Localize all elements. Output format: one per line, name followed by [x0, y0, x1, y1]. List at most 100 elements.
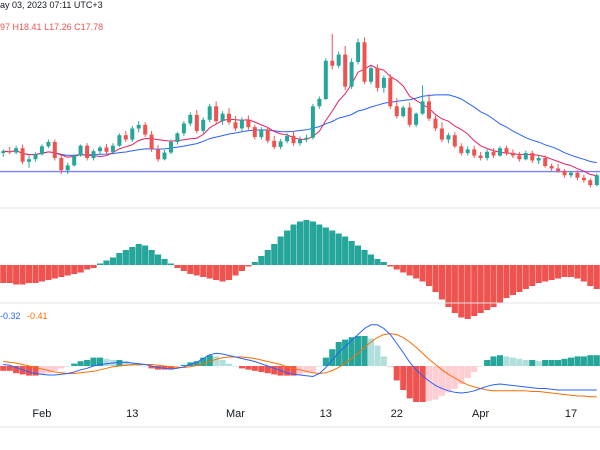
macd-histogram-bar: [484, 360, 491, 366]
momentum-bar: [174, 265, 181, 268]
x-tick-label: 13: [320, 408, 332, 420]
momentum-bar: [19, 265, 26, 285]
candle-body: [407, 107, 412, 125]
momentum-bar: [329, 230, 336, 265]
momentum-bar: [155, 254, 162, 265]
candle-body: [59, 158, 64, 171]
macd-histogram-bar: [206, 355, 213, 366]
macd-histogram-bar: [264, 366, 271, 374]
momentum-bar: [574, 265, 581, 279]
x-tick-label: Feb: [32, 408, 51, 420]
candle-body: [259, 129, 264, 138]
momentum-bar: [129, 247, 136, 265]
macd-histogram-bar: [309, 366, 316, 372]
momentum-bar: [284, 230, 291, 265]
candle-body: [452, 135, 457, 147]
macd-histogram-bar: [45, 366, 52, 374]
momentum-bar: [71, 265, 78, 274]
momentum-bar: [193, 265, 200, 276]
macd-histogram-bar: [567, 357, 574, 366]
momentum-bar: [232, 265, 239, 276]
candle-body: [562, 170, 567, 176]
momentum-bar: [387, 265, 394, 267]
candle-body: [20, 148, 25, 162]
momentum-bar: [406, 265, 413, 276]
signal-line: [3, 333, 597, 398]
momentum-bar: [251, 262, 258, 265]
candle-body: [304, 137, 309, 140]
candle-body: [349, 62, 354, 87]
momentum-bar: [542, 265, 549, 282]
candle-body: [465, 149, 470, 154]
momentum-bar: [580, 265, 587, 282]
x-tick-label: Apr: [472, 408, 489, 420]
macd-histogram-bar: [64, 366, 71, 367]
macd-histogram-bar: [367, 338, 374, 366]
candle-body: [472, 149, 477, 156]
momentum-bar: [355, 245, 362, 265]
momentum-bar: [290, 224, 297, 265]
momentum-bar: [58, 265, 65, 277]
candle-body: [201, 119, 206, 131]
signal-value: -0.41: [27, 311, 48, 321]
momentum-bar: [451, 265, 458, 313]
macd-histogram-bar: [393, 366, 400, 381]
macd-histogram-bar: [180, 364, 187, 366]
candle-body: [401, 107, 406, 117]
x-tick-label: Mar: [226, 408, 245, 420]
macd-histogram-bar: [258, 366, 265, 372]
momentum-bar: [135, 244, 142, 265]
momentum-bar: [109, 257, 116, 265]
momentum-bar: [122, 250, 129, 265]
candle-body: [46, 142, 51, 147]
candle-body: [330, 60, 335, 66]
macd-histogram-bar: [503, 356, 510, 366]
momentum-bar: [6, 265, 13, 283]
momentum-bar: [393, 265, 400, 270]
candle-body: [523, 153, 528, 160]
macd-histogram-bar: [26, 366, 33, 376]
candle-body: [33, 154, 38, 160]
momentum-bar: [548, 265, 555, 280]
momentum-bar: [187, 265, 194, 274]
candle-body: [39, 146, 44, 155]
macd-histogram-bar: [13, 366, 20, 374]
macd-histogram-bar: [161, 366, 168, 370]
momentum-bar: [167, 263, 174, 265]
candle-body: [543, 158, 548, 166]
candle-body: [52, 142, 57, 158]
macd-histogram-bar: [32, 366, 39, 376]
macd-histogram-bar: [445, 366, 452, 393]
candle-body: [530, 153, 535, 161]
macd-histogram-bar: [438, 366, 445, 396]
candle-body: [285, 135, 290, 142]
macd-histogram-bar: [103, 358, 110, 366]
candle-body: [1, 151, 6, 153]
momentum-bar: [432, 265, 439, 292]
candle-body: [78, 145, 83, 156]
momentum-bar: [32, 265, 39, 283]
momentum-bar: [426, 265, 433, 286]
candle-body: [362, 42, 367, 82]
candle-body: [381, 78, 386, 88]
macd-histogram-bar: [400, 366, 407, 390]
candle-body: [310, 106, 315, 138]
candle-body: [536, 158, 541, 161]
candle-body: [239, 119, 244, 129]
macd-histogram-bar: [387, 366, 394, 368]
candle-body: [459, 146, 464, 154]
macd-pane: [0, 324, 600, 402]
macd-histogram-bar: [555, 360, 562, 366]
candle-body: [156, 149, 161, 160]
candle-body: [143, 124, 148, 135]
macd-readout: -0.32 -0.41: [0, 311, 48, 321]
macd-histogram-bar: [406, 366, 413, 399]
macd-histogram-bar: [135, 364, 142, 366]
momentum-bar: [51, 265, 58, 279]
momentum-bar: [561, 265, 568, 277]
momentum-bar: [200, 265, 207, 277]
macd-histogram-bar: [97, 357, 104, 366]
momentum-bar: [503, 265, 510, 298]
ma-fast-line: [3, 64, 597, 177]
